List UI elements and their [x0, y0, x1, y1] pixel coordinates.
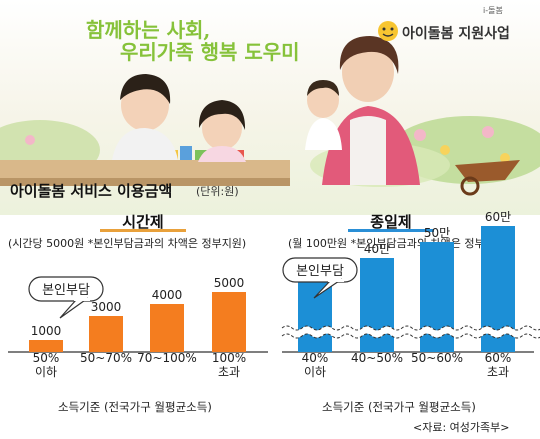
hourly-title-underline — [100, 229, 186, 232]
hourly-category-label: 50~70% — [80, 351, 132, 365]
unit-label: (단위:원) — [196, 185, 239, 198]
slogan-line-2: 우리가족 행복 도우미 — [120, 40, 300, 64]
fullday-value-label: 50만 — [424, 226, 450, 240]
hourly-chart-title: 시간제 — [122, 213, 164, 231]
fullday-category-label: 40~50% — [351, 351, 403, 365]
hourly-bar — [29, 340, 63, 352]
fullday-axis-break — [279, 325, 540, 339]
hourly-category-label: 70~100% — [137, 351, 197, 365]
slogan-line-1: 함께하는 사회, — [86, 18, 211, 42]
banner-illustration — [0, 0, 540, 215]
program-logo-text: 아이돌봄 지원사업 — [402, 26, 510, 42]
source-credit: <자료: 여성가족부> — [413, 421, 510, 434]
hourly-callout-text: 본인부담 — [42, 283, 90, 298]
hourly-category-label: 100% 초과 — [212, 351, 246, 379]
hourly-chart-note: (시간당 5000원 *본인부담금과의 차액은 정부지원) — [8, 237, 247, 250]
fullday-x-axis-label: 소득기준 (전국가구 월평균소득) — [322, 400, 476, 414]
hourly-category-label: 50% 이하 — [33, 351, 60, 379]
hourly-value-label: 5000 — [214, 276, 245, 290]
fullday-chart-title: 종일제 — [370, 213, 412, 231]
hourly-value-label: 3000 — [91, 300, 122, 314]
logo-small-text: i-돌봄 — [483, 6, 503, 15]
fullday-category-label: 60% 초과 — [485, 351, 512, 379]
hourly-value-label: 4000 — [152, 288, 183, 302]
hourly-callout: 본인부담 — [28, 276, 104, 319]
fullday-callout-text: 본인부담 — [296, 264, 344, 279]
hourly-x-axis-label: 소득기준 (전국가구 월평균소득) — [58, 400, 212, 414]
fullday-callout: 본인부담 — [282, 257, 358, 299]
hourly-bar — [212, 292, 246, 352]
fullday-value-label: 40만 — [364, 242, 390, 256]
hourly-value-label: 1000 — [31, 324, 62, 338]
hourly-bar — [150, 304, 184, 352]
page-title: 아이돌봄 서비스 이용금액 — [10, 182, 173, 200]
fullday-value-label: 60만 — [485, 210, 511, 224]
hourly-bar — [89, 316, 123, 352]
fullday-category-label: 50~60% — [411, 351, 463, 365]
fullday-title-underline — [348, 229, 434, 232]
fullday-category-label: 40% 이하 — [302, 351, 329, 379]
